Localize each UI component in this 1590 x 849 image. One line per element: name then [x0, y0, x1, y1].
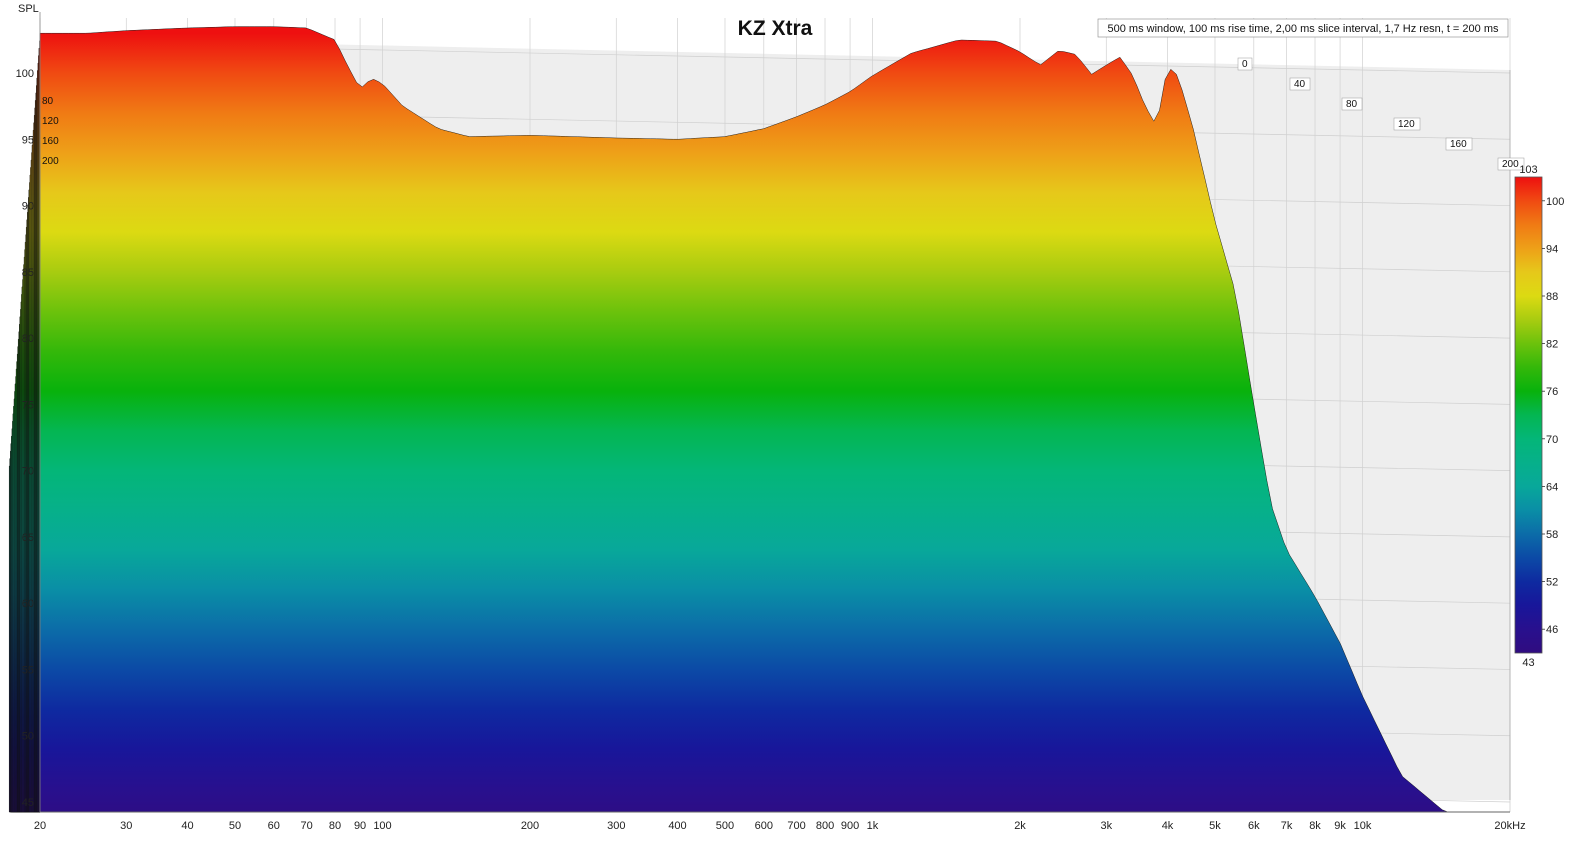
x-tick-label: 20kHz: [1494, 820, 1525, 832]
time-label-box: [1237, 57, 1253, 71]
colorbar-tick-label: 52: [1546, 577, 1558, 589]
x-tick-label: 9k: [1334, 820, 1346, 832]
x-tick-label: 600: [755, 820, 773, 832]
colorbar-min-label: 43: [1522, 657, 1534, 669]
y-axis-ticks: 45 50 55 60 65 70 75 80 85 90 95 100: [16, 68, 34, 809]
x-tick-label: 400: [668, 820, 686, 832]
time-axis-label: 80: [1346, 99, 1358, 110]
info-text: 500 ms window, 100 ms rise time, 2,00 ms…: [1108, 23, 1499, 35]
colorbar-tick-label: 94: [1546, 243, 1558, 255]
y-tick-label: 75: [22, 399, 34, 411]
colorbar-tick-label: 58: [1546, 529, 1558, 541]
colorbar-tick-label: 46: [1546, 624, 1558, 636]
time-axis-left-label: 160: [42, 136, 59, 147]
time-axis-label: 200: [1502, 159, 1519, 170]
time-axis-left-label: 200: [42, 156, 59, 167]
x-tick-label: 7k: [1281, 820, 1293, 832]
time-label-box: [1497, 157, 1525, 171]
y-tick-label: 100: [16, 68, 34, 80]
x-tick-label: 10k: [1354, 820, 1372, 832]
x-tick-label: 40: [181, 820, 193, 832]
x-axis-ticks: 20 30 40 50 60 70 80 90 100 200 300 400 500 600 700 800…: [34, 820, 1526, 832]
y-axis-label: SPL: [18, 3, 39, 15]
axes-frame: [39, 12, 1511, 813]
waterfall-slice: [39, 26, 1510, 813]
y-tick-label: 70: [22, 466, 34, 478]
colorbar-tick-label: 82: [1546, 339, 1558, 351]
colorbar-tick-label: 76: [1546, 386, 1558, 398]
y-tick-label: 55: [22, 664, 34, 676]
x-tick-label: 300: [607, 820, 625, 832]
time-axis-label: 160: [1450, 139, 1467, 150]
time-label-box: [1445, 137, 1473, 151]
y-tick-label: 45: [22, 797, 34, 809]
colorbar-tick-label: 64: [1546, 481, 1558, 493]
x-tick-label: 500: [716, 820, 734, 832]
y-tick-label: 85: [22, 267, 34, 279]
y-tick-label: 65: [22, 532, 34, 544]
time-axis-label: 40: [1294, 79, 1306, 90]
x-tick-label: 30: [120, 820, 132, 832]
chart-title: KZ Xtra: [738, 17, 813, 40]
colorbar-scale: [1514, 176, 1543, 654]
time-axis-label: 120: [1398, 119, 1415, 130]
colorbar: 100 94 88 82 76 70 64 58 52 46 103 43: [1514, 164, 1564, 669]
colorbar-max-label: 103: [1519, 164, 1537, 176]
x-tick-label: 1k: [867, 820, 879, 832]
colorbar-tick-label: 100: [1546, 196, 1564, 208]
info-box: [1097, 18, 1509, 38]
time-axis-left-label: 80: [42, 96, 54, 107]
time-axis-left-label: 120: [42, 116, 59, 127]
x-tick-label: 70: [300, 820, 312, 832]
time-label-box: [1341, 97, 1363, 111]
x-tick-label: 4k: [1162, 820, 1174, 832]
time-label-box: [1289, 77, 1311, 91]
y-tick-label: 90: [22, 201, 34, 213]
x-tick-label: 200: [521, 820, 539, 832]
x-tick-label: 50: [229, 820, 241, 832]
x-tick-label: 100: [373, 820, 391, 832]
time-axis-labels: 0 40 80 120 160 200 80 120 160 200: [42, 57, 1525, 171]
time-axis-label: 0: [1242, 59, 1248, 70]
x-tick-label: 6k: [1248, 820, 1260, 832]
colorbar-tick-label: 88: [1546, 291, 1558, 303]
y-tick-label: 50: [22, 731, 34, 743]
x-tick-label: 90: [354, 820, 366, 832]
y-tick-label: 80: [22, 333, 34, 345]
x-tick-label: 20: [34, 820, 46, 832]
x-tick-label: 8k: [1309, 820, 1321, 832]
x-tick-label: 5k: [1209, 820, 1221, 832]
colorbar-tick-label: 70: [1546, 434, 1558, 446]
x-tick-label: 800: [816, 820, 834, 832]
x-tick-label: 900: [841, 820, 859, 832]
time-label-box: [1393, 117, 1421, 131]
x-tick-label: 700: [787, 820, 805, 832]
waterfall-slices: [8, 26, 1510, 813]
x-tick-label: 80: [329, 820, 341, 832]
x-tick-label: 2k: [1014, 820, 1026, 832]
y-tick-label: 95: [22, 134, 34, 146]
x-tick-label: 3k: [1100, 820, 1112, 832]
y-tick-label: 60: [22, 598, 34, 610]
x-tick-label: 60: [268, 820, 280, 832]
